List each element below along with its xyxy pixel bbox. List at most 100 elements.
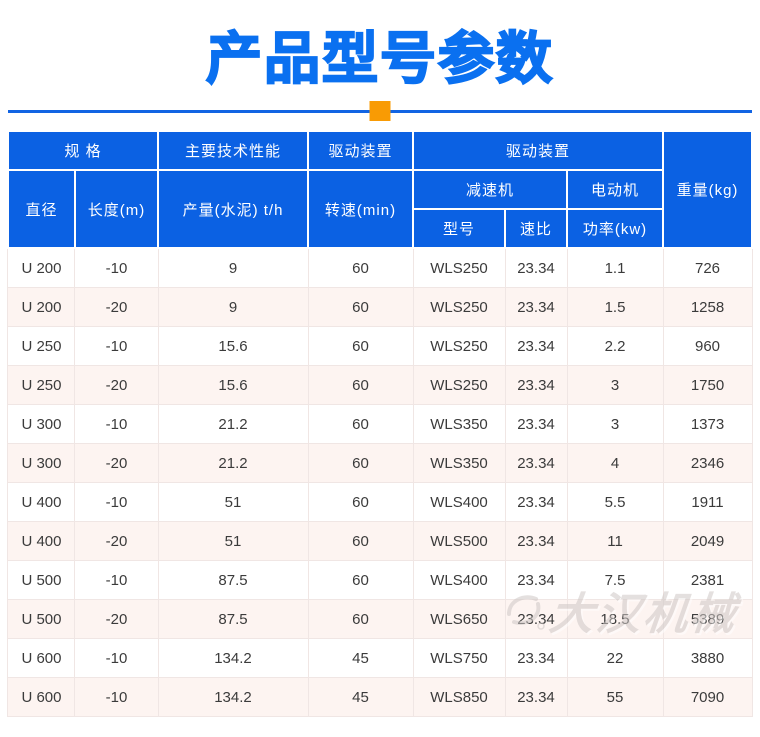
header-performance-group: 主要技术性能 [157, 130, 309, 171]
table-cell: 23.34 [504, 247, 568, 288]
table-row: U 600 -10 134.2 45 WLS750 23.34 22 3880 [7, 638, 753, 678]
table-header: 规 格 主要技术性能 驱动装置 驱动装置 重量(kg) 直径 长度(m) 产量(… [6, 130, 754, 249]
table-cell: 23.34 [504, 677, 568, 717]
table-cell: U 250 [7, 365, 76, 405]
table-row: U 200 -20 9 60 WLS250 23.34 1.5 1258 [7, 287, 753, 327]
table-cell: 5.5 [566, 482, 664, 522]
header-speed-ratio: 速比 [504, 208, 568, 249]
table-cell: U 200 [7, 287, 76, 327]
table-cell: 7090 [662, 677, 753, 717]
header-row-2: 直径 长度(m) 产量(水泥) t/h 转速(min) 减速机 电动机 [6, 169, 752, 249]
table-cell: 60 [307, 482, 414, 522]
table-cell: 1.1 [566, 247, 664, 288]
table-cell: 23.34 [504, 482, 568, 522]
table-cell: U 600 [7, 677, 76, 717]
table-cell: 9 [157, 287, 309, 327]
table-cell: -20 [74, 365, 159, 405]
table-cell: 7.5 [566, 560, 664, 600]
table-cell: 23.34 [504, 365, 568, 405]
header-weight: 重量(kg) [662, 130, 754, 249]
table-row: U 250 -10 15.6 60 WLS250 23.34 2.2 960 [7, 326, 753, 366]
table-cell: 60 [307, 365, 414, 405]
table-cell: 45 [307, 677, 414, 717]
table-cell: -20 [74, 599, 159, 639]
header-motor-group: 电动机 [565, 169, 665, 210]
table-row: U 400 -20 51 60 WLS500 23.34 11 2049 [7, 521, 753, 561]
table-cell: 1911 [662, 482, 753, 522]
table-cell: 5389 [662, 599, 753, 639]
table-cell: WLS250 [412, 326, 506, 366]
table-cell: 1373 [662, 404, 753, 444]
table-cell: 2.2 [566, 326, 664, 366]
table-row: U 300 -20 21.2 60 WLS350 23.34 4 2346 [7, 443, 753, 483]
table-cell: U 300 [7, 443, 76, 483]
table-cell: U 250 [7, 326, 76, 366]
table-cell: 726 [662, 247, 753, 288]
table-cell: 2049 [662, 521, 753, 561]
table-cell: -10 [74, 326, 159, 366]
table-cell: 23.34 [504, 521, 568, 561]
table-cell: 23.34 [504, 560, 568, 600]
table-row: U 200 -10 9 60 WLS250 23.34 1.1 726 [7, 247, 753, 288]
table-cell: 18.5 [566, 599, 664, 639]
table-cell: WLS250 [412, 247, 506, 288]
table-cell: 15.6 [157, 365, 309, 405]
table-cell: 60 [307, 247, 414, 288]
table-cell: WLS350 [412, 443, 506, 483]
table-body: U 200 -10 9 60 WLS250 23.34 1.1 726 U 200 -20 9 60 W… [7, 247, 753, 717]
table-cell: 23.34 [504, 404, 568, 444]
table-cell: 3 [566, 404, 664, 444]
table-cell: WLS400 [412, 482, 506, 522]
table-cell: 3 [566, 365, 664, 405]
spec-table: 规 格 主要技术性能 驱动装置 驱动装置 重量(kg) 直径 长度(m) 产量(… [6, 130, 754, 717]
table-cell: 11 [566, 521, 664, 561]
table-cell: 23.34 [504, 443, 568, 483]
header-diameter: 直径 [6, 169, 76, 249]
table-cell: -10 [74, 638, 159, 678]
table-cell: 22 [566, 638, 664, 678]
table-cell: WLS750 [412, 638, 506, 678]
table-cell: 3880 [662, 638, 753, 678]
header-reducer-group: 减速机 [412, 169, 568, 210]
table-cell: 60 [307, 287, 414, 327]
header-output: 产量(水泥) t/h [157, 169, 309, 249]
table-cell: 2346 [662, 443, 753, 483]
table-cell: WLS650 [412, 599, 506, 639]
header-drive-group-left: 驱动装置 [307, 130, 414, 171]
table-cell: WLS350 [412, 404, 506, 444]
title-divider [8, 101, 752, 121]
table-row: U 300 -10 21.2 60 WLS350 23.34 3 1373 [7, 404, 753, 444]
table-cell: 21.2 [157, 443, 309, 483]
divider-orange-square [369, 101, 391, 121]
table-cell: 60 [307, 521, 414, 561]
table-cell: 23.34 [504, 287, 568, 327]
table-cell: 60 [307, 404, 414, 444]
table-cell: U 200 [7, 247, 76, 288]
table-cell: 134.2 [157, 638, 309, 678]
table-cell: -10 [74, 677, 159, 717]
table-cell: 60 [307, 326, 414, 366]
table-row: U 400 -10 51 60 WLS400 23.34 5.5 1911 [7, 482, 753, 522]
table-cell: 1750 [662, 365, 753, 405]
header-drive-group-right: 驱动装置 [411, 130, 665, 171]
table-cell: 9 [157, 247, 309, 288]
table-cell: WLS500 [412, 521, 506, 561]
table-cell: -20 [74, 521, 159, 561]
header-motor-power: 功率(kw) [565, 208, 665, 249]
table-cell: U 500 [7, 599, 76, 639]
table-cell: U 400 [7, 482, 76, 522]
table-cell: 2381 [662, 560, 753, 600]
table-row: U 250 -20 15.6 60 WLS250 23.34 3 1750 [7, 365, 753, 405]
table-cell: 87.5 [157, 560, 309, 600]
table-row: U 500 -20 87.5 60 WLS650 23.34 18.5 5389 [7, 599, 753, 639]
table-cell: 87.5 [157, 599, 309, 639]
table-cell: 51 [157, 482, 309, 522]
table-cell: -20 [74, 443, 159, 483]
table-cell: U 500 [7, 560, 76, 600]
table-cell: 23.34 [504, 599, 568, 639]
table-cell: 23.34 [504, 638, 568, 678]
table-cell: 51 [157, 521, 309, 561]
table-cell: 960 [662, 326, 753, 366]
table-cell: U 300 [7, 404, 76, 444]
table-cell: WLS850 [412, 677, 506, 717]
